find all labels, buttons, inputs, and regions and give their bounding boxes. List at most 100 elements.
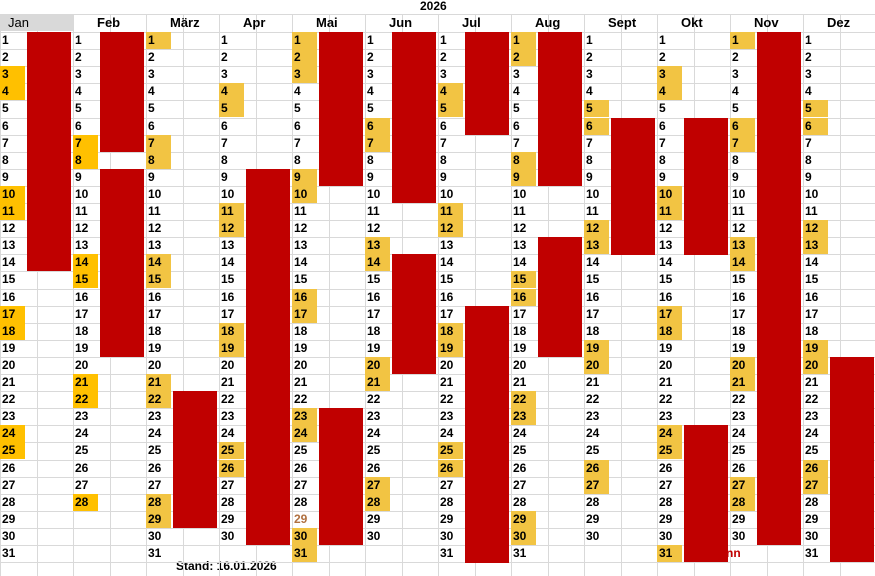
day-cell[interactable]: 16 <box>732 290 746 304</box>
day-cell[interactable]: 31 <box>657 545 682 562</box>
day-cell[interactable]: 16 <box>659 290 673 304</box>
day-cell[interactable]: 2 <box>148 50 155 64</box>
day-cell[interactable]: 29 <box>294 512 308 526</box>
day-cell[interactable]: 19 <box>294 341 308 355</box>
day-cell[interactable]: 24 <box>586 426 600 440</box>
day-cell[interactable]: 22 <box>73 391 98 408</box>
day-cell[interactable]: 9 <box>586 170 593 184</box>
day-cell[interactable]: 16 <box>805 290 819 304</box>
day-cell[interactable]: 24 <box>221 426 235 440</box>
day-cell[interactable]: 30 <box>221 529 235 543</box>
day-cell[interactable]: 27 <box>221 478 235 492</box>
day-cell[interactable]: 26 <box>732 461 746 475</box>
day-cell[interactable]: 30 <box>148 529 162 543</box>
day-cell[interactable]: 12 <box>659 221 673 235</box>
day-cell[interactable]: 13 <box>365 237 390 254</box>
day-cell[interactable]: 5 <box>803 100 828 117</box>
day-cell[interactable]: 21 <box>73 374 98 391</box>
day-cell[interactable]: 22 <box>367 392 381 406</box>
day-cell[interactable]: 9 <box>221 170 228 184</box>
day-cell[interactable]: 22 <box>294 392 308 406</box>
day-cell[interactable]: 21 <box>586 375 600 389</box>
day-cell[interactable]: 26 <box>2 461 16 475</box>
day-cell[interactable]: 27 <box>148 478 162 492</box>
day-cell[interactable]: 11 <box>367 204 380 218</box>
day-cell[interactable]: 14 <box>805 255 819 269</box>
day-cell[interactable]: 24 <box>440 426 454 440</box>
day-cell[interactable]: 25 <box>0 442 25 459</box>
day-cell[interactable]: 8 <box>440 153 447 167</box>
day-cell[interactable]: 27 <box>294 478 308 492</box>
day-cell[interactable]: 23 <box>732 409 746 423</box>
day-cell[interactable]: 14 <box>294 255 308 269</box>
day-cell[interactable]: 18 <box>438 323 463 340</box>
day-cell[interactable]: 1 <box>440 33 447 47</box>
day-cell[interactable]: 1 <box>511 32 536 49</box>
day-cell[interactable]: 15 <box>440 272 454 286</box>
day-cell[interactable]: 3 <box>586 67 593 81</box>
day-cell[interactable]: 23 <box>292 408 317 425</box>
day-cell[interactable]: 7 <box>365 135 390 152</box>
day-cell[interactable]: 2 <box>805 50 812 64</box>
day-cell[interactable]: 13 <box>2 238 16 252</box>
day-cell[interactable]: 6 <box>2 119 9 133</box>
day-cell[interactable]: 5 <box>732 101 739 115</box>
day-cell[interactable]: 8 <box>732 153 739 167</box>
day-cell[interactable]: 8 <box>294 153 301 167</box>
day-cell[interactable]: 21 <box>294 375 308 389</box>
day-cell[interactable]: 10 <box>221 187 235 201</box>
day-cell[interactable]: 20 <box>730 357 755 374</box>
day-cell[interactable]: 23 <box>586 409 600 423</box>
day-cell[interactable]: 21 <box>365 374 390 391</box>
day-cell[interactable]: 25 <box>732 443 746 457</box>
day-cell[interactable]: 24 <box>0 425 25 442</box>
day-cell[interactable]: 26 <box>659 461 673 475</box>
day-cell[interactable]: 21 <box>440 375 454 389</box>
day-cell[interactable]: 4 <box>586 84 593 98</box>
day-cell[interactable]: 19 <box>513 341 527 355</box>
day-cell[interactable]: 6 <box>365 118 390 135</box>
day-cell[interactable]: 23 <box>75 409 89 423</box>
day-cell[interactable]: 14 <box>2 255 16 269</box>
day-cell[interactable]: 31 <box>513 546 527 560</box>
day-cell[interactable]: 11 <box>0 203 25 220</box>
day-cell[interactable]: 17 <box>221 307 235 321</box>
day-cell[interactable]: 25 <box>294 443 308 457</box>
day-cell[interactable]: 7 <box>73 135 98 152</box>
day-cell[interactable]: 18 <box>75 324 89 338</box>
day-cell[interactable]: 13 <box>584 237 609 254</box>
day-cell[interactable]: 17 <box>148 307 162 321</box>
day-cell[interactable]: 18 <box>657 323 682 340</box>
day-cell[interactable]: 7 <box>294 136 301 150</box>
day-cell[interactable]: 28 <box>805 495 819 509</box>
day-cell[interactable]: 23 <box>221 409 235 423</box>
day-cell[interactable]: 30 <box>805 529 819 543</box>
day-cell[interactable]: 20 <box>365 357 390 374</box>
day-cell[interactable]: 15 <box>146 271 171 288</box>
day-cell[interactable]: 3 <box>805 67 812 81</box>
day-cell[interactable]: 13 <box>730 237 755 254</box>
day-cell[interactable]: 13 <box>294 238 308 252</box>
day-cell[interactable]: 31 <box>2 546 16 560</box>
day-cell[interactable]: 26 <box>513 461 527 475</box>
day-cell[interactable]: 9 <box>511 169 536 186</box>
day-cell[interactable]: 3 <box>513 67 520 81</box>
day-cell[interactable]: 10 <box>805 187 819 201</box>
day-cell[interactable]: 24 <box>805 426 819 440</box>
day-cell[interactable]: 18 <box>367 324 381 338</box>
day-cell[interactable]: 16 <box>221 290 235 304</box>
day-cell[interactable]: 10 <box>0 186 25 203</box>
day-cell[interactable]: 26 <box>367 461 381 475</box>
day-cell[interactable]: 13 <box>440 238 454 252</box>
day-cell[interactable]: 17 <box>657 306 682 323</box>
day-cell[interactable]: 2 <box>292 49 317 66</box>
day-cell[interactable]: 16 <box>148 290 162 304</box>
day-cell[interactable]: 10 <box>732 187 746 201</box>
day-cell[interactable]: 29 <box>805 512 819 526</box>
day-cell[interactable]: 29 <box>659 512 673 526</box>
day-cell[interactable]: 30 <box>586 529 600 543</box>
day-cell[interactable]: 21 <box>221 375 235 389</box>
day-cell[interactable]: 5 <box>659 101 666 115</box>
day-cell[interactable]: 25 <box>657 442 682 459</box>
day-cell[interactable]: 14 <box>730 254 755 271</box>
